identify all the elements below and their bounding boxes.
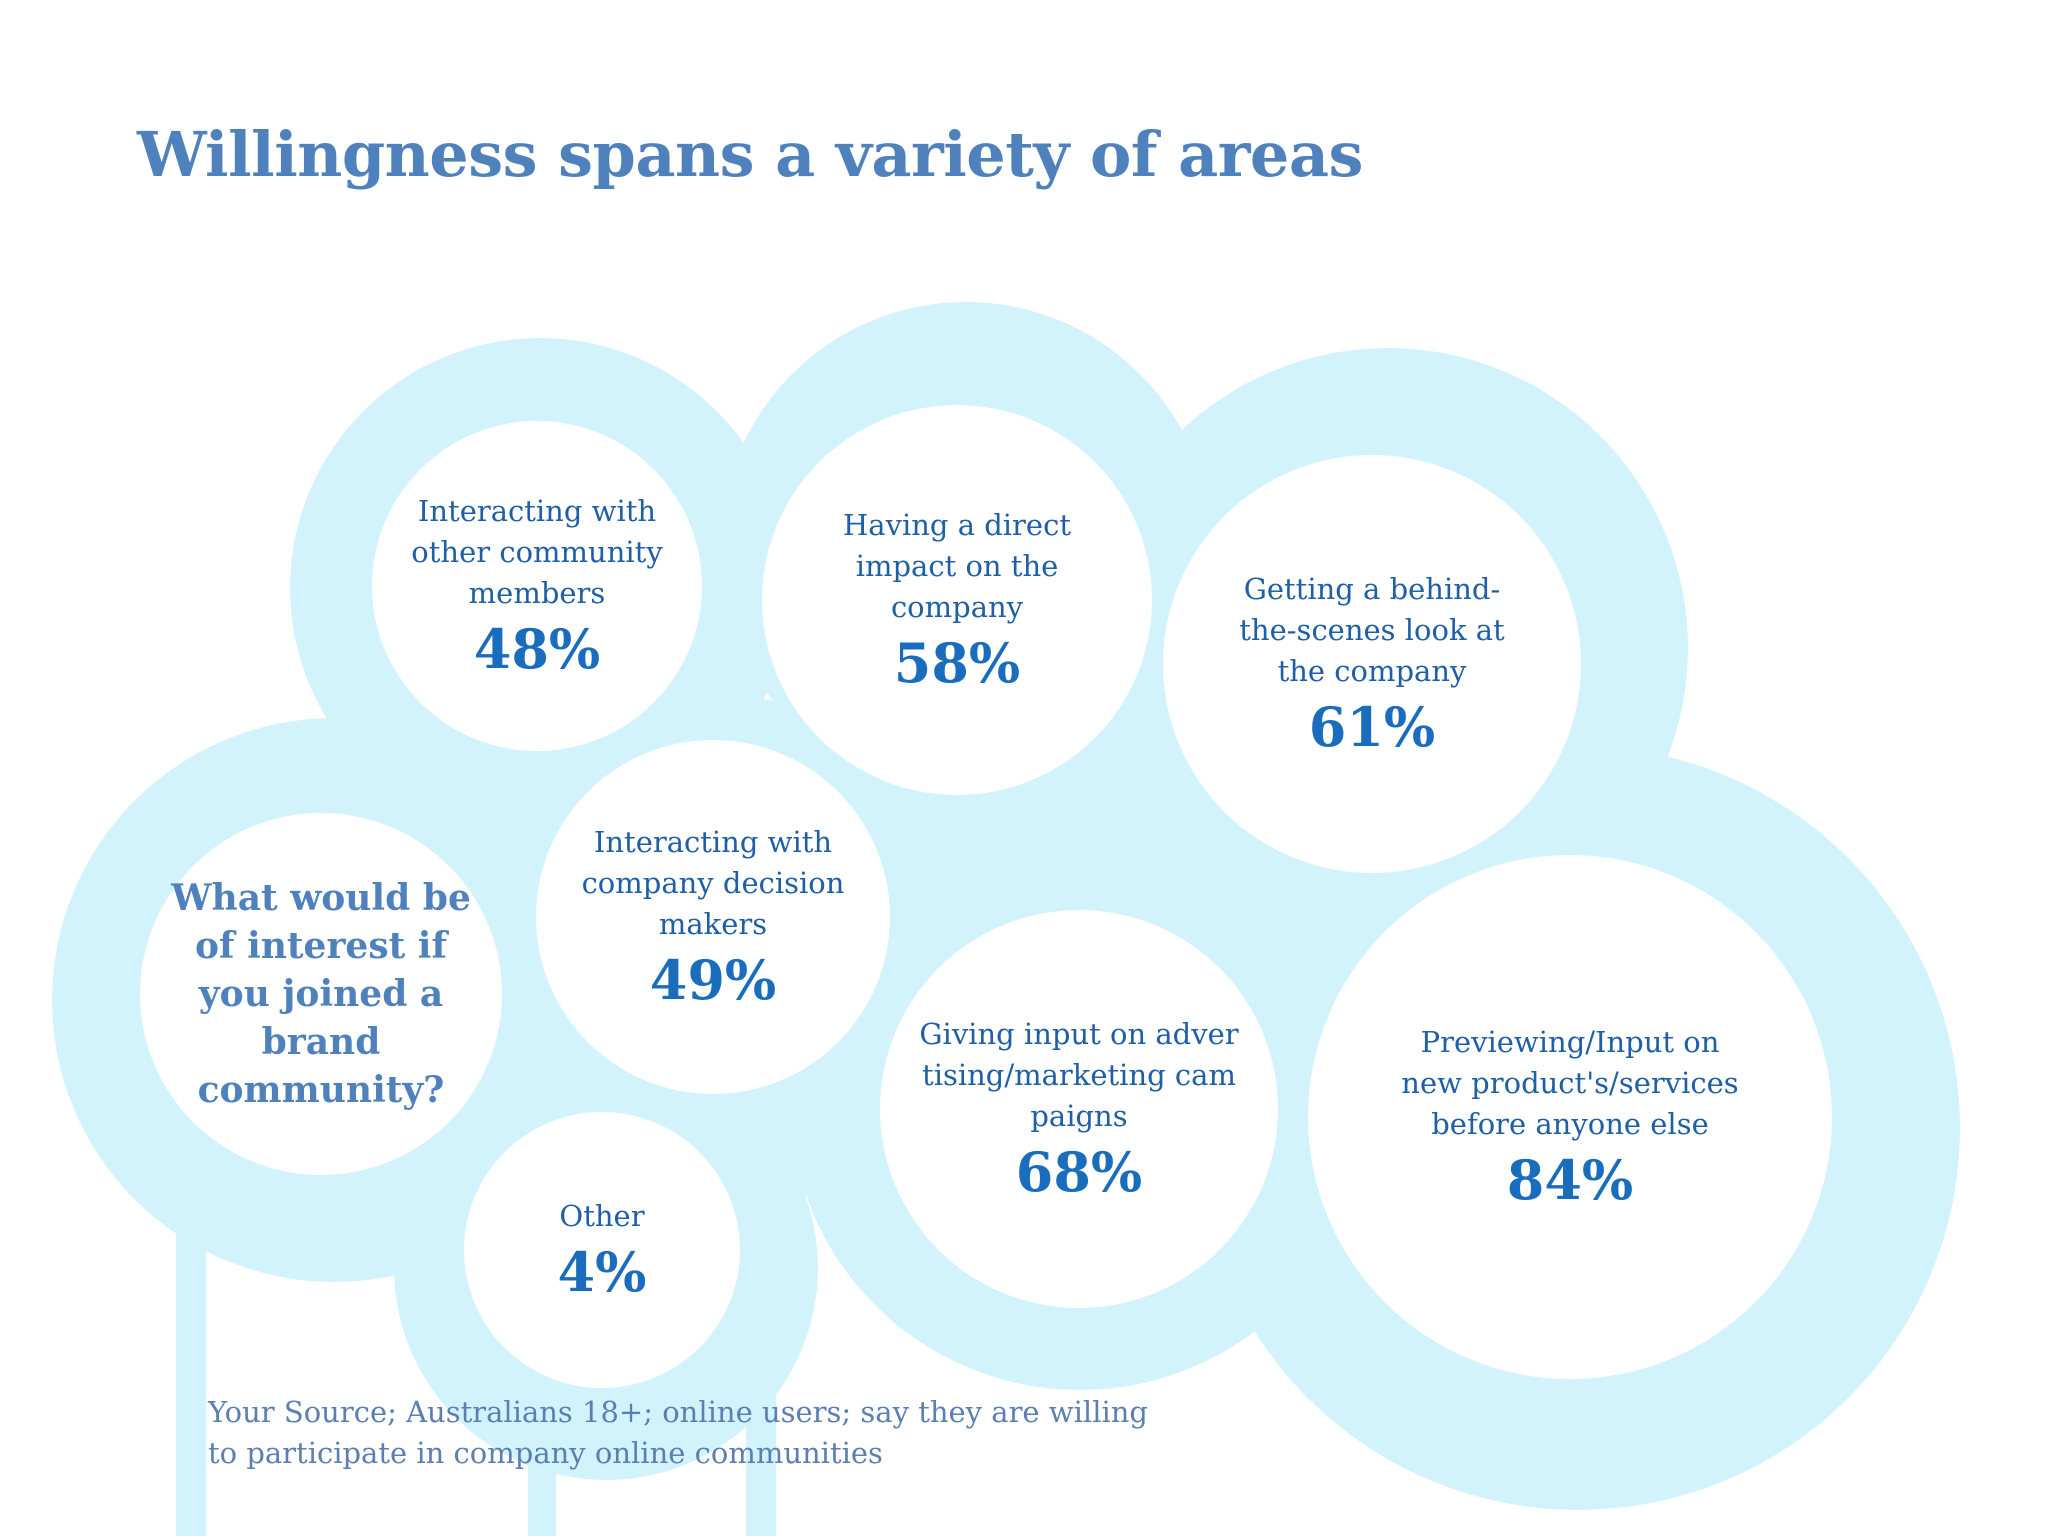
interest-bubble: Interacting with other community members…	[372, 421, 702, 751]
interest-value: 58%	[893, 630, 1021, 695]
interest-label: Interacting with company decision makers	[581, 824, 845, 941]
interest-bubble: Previewing/Input on new product's/servic…	[1308, 855, 1832, 1379]
interest-bubble: Getting a behind-the-scenes look at the …	[1163, 455, 1581, 873]
interest-value: 4%	[557, 1239, 647, 1304]
question-bubble: What would be of interest if you joined …	[140, 813, 502, 1175]
interest-bubble: Interacting with company decision makers…	[536, 740, 890, 1094]
interest-bubble: Giving input on advertising/marketing ca…	[880, 910, 1278, 1308]
interest-value: 48%	[473, 616, 601, 681]
interest-value: 84%	[1506, 1147, 1634, 1212]
interest-label: Other	[559, 1198, 645, 1233]
slide-title: Willingness spans a variety of areas	[137, 118, 1363, 191]
interest-label: Getting a behind-the-scenes look at the …	[1239, 571, 1505, 688]
interest-label: Having a direct impact on the company	[843, 507, 1071, 624]
interest-value: 49%	[649, 947, 777, 1012]
interest-bubble: Having a direct impact on the company 58…	[762, 405, 1152, 795]
source-note: Your Source; Australians 18+; online use…	[208, 1395, 1148, 1470]
interest-label: Previewing/Input on new product's/servic…	[1401, 1024, 1739, 1141]
interest-label: Giving input on advertising/marketing ca…	[919, 1016, 1239, 1133]
interest-label: Interacting with other community members	[411, 493, 663, 610]
interest-value: 68%	[1015, 1139, 1143, 1204]
interest-bubble: Other 4%	[464, 1112, 740, 1388]
question-text: What would be of interest if you joined …	[171, 877, 471, 1111]
interest-value: 61%	[1308, 694, 1436, 759]
